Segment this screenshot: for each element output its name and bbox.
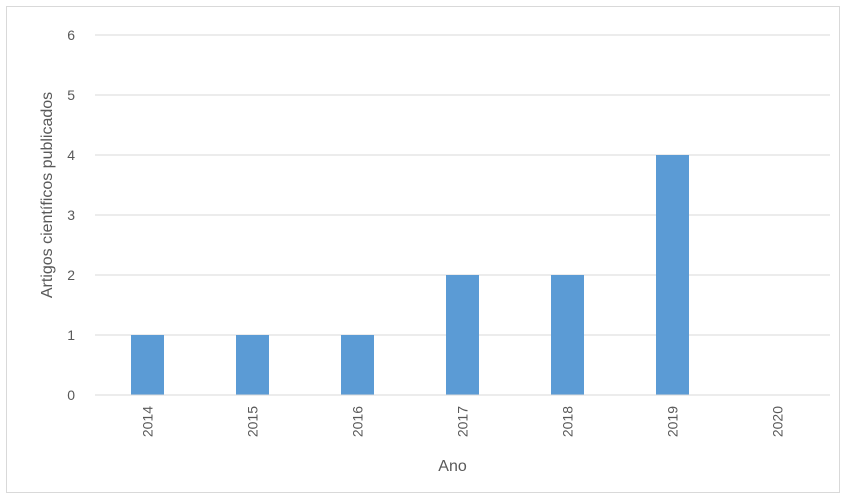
y-tick-label: 3 — [67, 207, 75, 223]
x-tick-label: 2018 — [560, 406, 576, 437]
y-tick-label: 2 — [67, 267, 75, 283]
y-tick-label: 0 — [67, 387, 75, 403]
y-tick-label: 1 — [67, 327, 75, 343]
bar-2017 — [446, 275, 479, 395]
bar-2016 — [341, 335, 374, 395]
bars — [131, 155, 689, 395]
y-tick-label: 4 — [67, 147, 75, 163]
x-tick-labels: 2014 2015 2016 2017 2018 2019 2020 — [140, 406, 786, 437]
bar-2018 — [551, 275, 584, 395]
bar-2014 — [131, 335, 164, 395]
y-tick-label: 6 — [67, 27, 75, 43]
y-tick-labels: 0 1 2 3 4 5 6 — [67, 27, 75, 403]
x-tick-label: 2016 — [350, 406, 366, 437]
x-tick-label: 2014 — [140, 406, 156, 437]
x-tick-label: 2017 — [455, 406, 471, 437]
bar-2015 — [236, 335, 269, 395]
x-tick-label: 2020 — [770, 406, 786, 437]
x-axis-title: Ano — [438, 458, 467, 475]
y-axis-title: Artigos científicos publicados — [39, 92, 56, 298]
x-tick-label: 2015 — [245, 406, 261, 437]
bar-2019 — [656, 155, 689, 395]
y-tick-label: 5 — [67, 87, 75, 103]
gridlines — [95, 34, 830, 336]
x-tick-label: 2019 — [665, 406, 681, 437]
chart-frame — [6, 6, 840, 493]
